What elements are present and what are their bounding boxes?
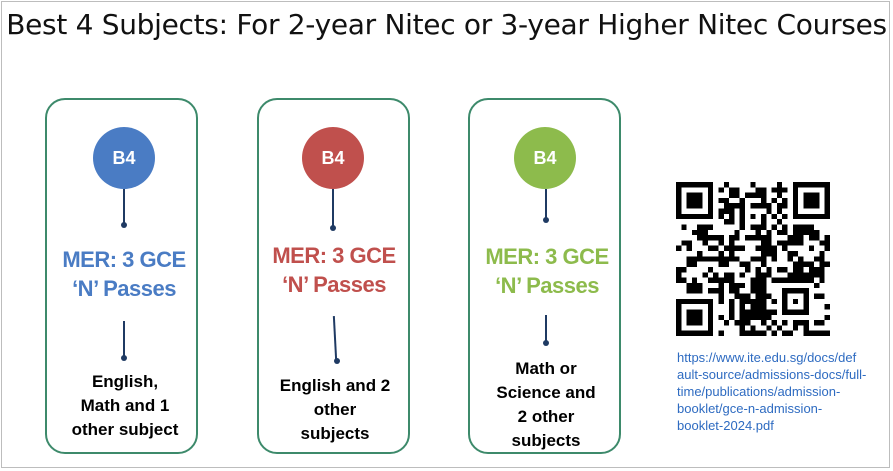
subject-line: Math and 1 [80,396,170,415]
mer-line-2: ‘N’ Passes [282,272,386,297]
subject-line: subjects [300,424,370,443]
card-math-science [468,98,621,454]
connector-dot [121,355,127,361]
slide-title: Best 4 Subjects: For 2-year Nitec or 3-y… [6,8,887,41]
subject-requirement: Math or Science and 2 other subjects [471,357,621,453]
link-line: time/publications/admission- [677,384,841,399]
connector-line [545,315,547,343]
subject-line: English and 2 [279,376,391,395]
admission-booklet-link[interactable]: https://www.ite.edu.sg/docs/def ault-sou… [677,349,867,434]
link-line: ault-source/admissions-docs/full- [677,367,867,382]
qr-code-icon[interactable] [676,182,830,336]
connector-dot [543,340,549,346]
mer-requirement: MER: 3 GCE ‘N’ Passes [457,242,637,300]
mer-requirement: MER: 3 GCE ‘N’ Passes [244,241,424,299]
link-line: booklet/gce-n-admission- [677,401,823,416]
link-line: booklet-2024.pdf [677,418,774,433]
b4-badge-blue: B4 [93,127,155,189]
mer-line-1: MER: 3 GCE [272,243,396,268]
connector-line [545,189,547,219]
subject-requirement: English, Math and 1 other subject [50,370,200,442]
subject-line: Science and [496,383,596,402]
connector-dot [334,358,340,364]
connector-line [123,321,125,356]
connector-dot [330,225,336,231]
b4-badge-green: B4 [514,127,576,189]
connector-dot [121,222,127,228]
mer-line-2: ‘N’ Passes [495,273,599,298]
mer-requirement: MER: 3 GCE ‘N’ Passes [34,245,214,303]
subject-line: English, [91,372,159,391]
connector-dot [543,217,549,223]
connector-line [123,189,125,224]
mer-line-1: MER: 3 GCE [485,244,609,269]
b4-badge-red: B4 [302,127,364,189]
mer-line-2: ‘N’ Passes [72,276,176,301]
subject-line: 2 other [517,407,575,426]
subject-line: other subject [71,420,179,439]
link-line: https://www.ite.edu.sg/docs/def [677,350,857,365]
subject-line: subjects [511,431,581,450]
mer-line-1: MER: 3 GCE [62,247,186,272]
subject-line: other [313,400,357,419]
connector-line [332,189,334,227]
subject-line: Math or [515,359,577,378]
subject-requirement: English and 2 other subjects [260,374,410,446]
